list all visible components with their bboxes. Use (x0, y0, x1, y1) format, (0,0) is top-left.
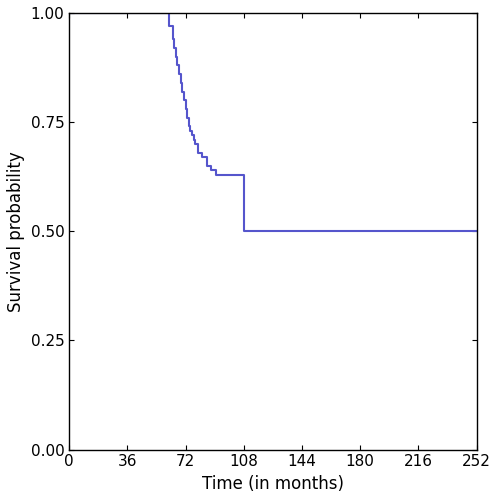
X-axis label: Time (in months): Time (in months) (202, 475, 344, 493)
Y-axis label: Survival probability: Survival probability (7, 151, 25, 312)
